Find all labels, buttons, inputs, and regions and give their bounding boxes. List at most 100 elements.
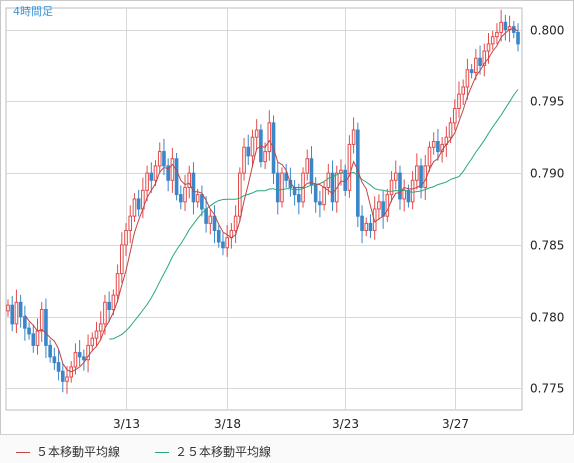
candle-body — [195, 194, 200, 203]
candle-body — [204, 208, 208, 224]
candle-body — [6, 304, 10, 312]
candle-body — [398, 172, 402, 200]
candle-body — [208, 215, 213, 224]
candle-body — [406, 189, 411, 203]
candle-body — [145, 172, 149, 191]
candle-body — [162, 151, 166, 167]
ma25-line — [109, 89, 519, 340]
candle-body — [469, 69, 474, 74]
candle-body — [448, 122, 453, 138]
candle-body — [313, 184, 318, 203]
candle-body — [292, 186, 297, 196]
candle-body — [415, 165, 419, 181]
y-tick-label: 0.780 — [530, 311, 564, 325]
candle-body — [170, 158, 175, 181]
candle-body — [82, 356, 86, 361]
candle-body — [284, 172, 288, 181]
candle-body — [157, 151, 162, 167]
x-tick-label: 3/13 — [113, 417, 140, 431]
candle-body — [478, 57, 482, 66]
candle-body — [107, 301, 111, 311]
candle-body — [73, 352, 78, 368]
x-tick-label: 3/27 — [442, 417, 469, 431]
candle-body — [56, 362, 61, 372]
candle-body — [482, 50, 487, 66]
candle-body — [297, 194, 301, 203]
candle-body — [305, 158, 310, 174]
candle-body — [128, 215, 133, 232]
candle-body — [490, 36, 495, 45]
candle-body — [14, 301, 19, 325]
candle-body — [48, 344, 52, 358]
candle-body — [98, 323, 103, 332]
x-tick-label: 3/18 — [214, 417, 241, 431]
timeframe-label: 4時間足 — [13, 5, 53, 18]
candle-body — [263, 151, 267, 163]
candle-body — [486, 43, 491, 52]
y-tick-label: 0.775 — [530, 382, 564, 396]
candle-body — [381, 201, 385, 217]
candle-body — [115, 273, 120, 296]
candle-body — [503, 21, 508, 31]
candle-body — [393, 172, 398, 181]
candle-body — [238, 172, 242, 217]
candle-body — [124, 230, 128, 246]
legend-label-ma25: ２５本移動平均線 — [175, 445, 272, 459]
candle-body — [326, 172, 331, 188]
candle-body — [280, 172, 284, 203]
candle-body — [65, 376, 69, 382]
candle-body — [200, 194, 204, 210]
candle-body — [516, 31, 520, 45]
candle-body — [347, 143, 352, 191]
candle-body — [111, 294, 116, 310]
candle-body — [351, 129, 356, 145]
candle-body — [52, 356, 57, 364]
candle-body — [372, 208, 377, 232]
candle-body — [136, 198, 141, 210]
candle-body — [31, 333, 36, 346]
candle-body — [452, 108, 457, 124]
y-tick-label: 0.785 — [530, 239, 564, 253]
candle-body — [465, 69, 470, 88]
candle-body — [233, 215, 238, 232]
legend-swatch-ma5 — [16, 452, 30, 453]
candle-body — [309, 158, 314, 186]
candle-body — [23, 316, 27, 329]
candle-body — [187, 172, 192, 188]
candle-body — [360, 215, 364, 232]
candle-body — [44, 309, 48, 346]
candle-body — [119, 244, 124, 275]
candle-body — [60, 370, 65, 382]
candle-body — [364, 222, 369, 232]
candle-body — [385, 194, 390, 217]
candle-body — [246, 146, 251, 157]
candle-body — [368, 222, 373, 232]
y-tick-label: 0.790 — [530, 167, 564, 181]
candle-body — [474, 57, 478, 74]
y-tick-label: 0.800 — [530, 24, 564, 38]
legend: ５本移動平均線 ２５本移動平均線 — [0, 434, 574, 463]
candle-body — [461, 86, 466, 95]
candle-body — [90, 337, 95, 346]
candle-body — [149, 172, 154, 181]
candle-body — [259, 129, 263, 163]
candle-body — [103, 301, 107, 325]
candle-body — [216, 230, 221, 243]
candle-body — [221, 241, 225, 249]
candle-body — [427, 146, 432, 167]
candle-body — [254, 129, 259, 138]
candle-body — [389, 179, 394, 196]
candle-body — [35, 330, 40, 346]
candle-body — [18, 301, 23, 318]
candle-body — [330, 172, 335, 203]
x-tick-label: 3/23 — [332, 417, 359, 431]
candle-body — [410, 179, 415, 203]
candle-body — [250, 136, 255, 157]
ma5-line — [24, 28, 519, 373]
candle-body — [499, 21, 503, 33]
candle-body — [86, 344, 90, 361]
candle-body — [39, 309, 44, 332]
candle-body — [377, 201, 381, 210]
candle-body — [183, 186, 187, 203]
